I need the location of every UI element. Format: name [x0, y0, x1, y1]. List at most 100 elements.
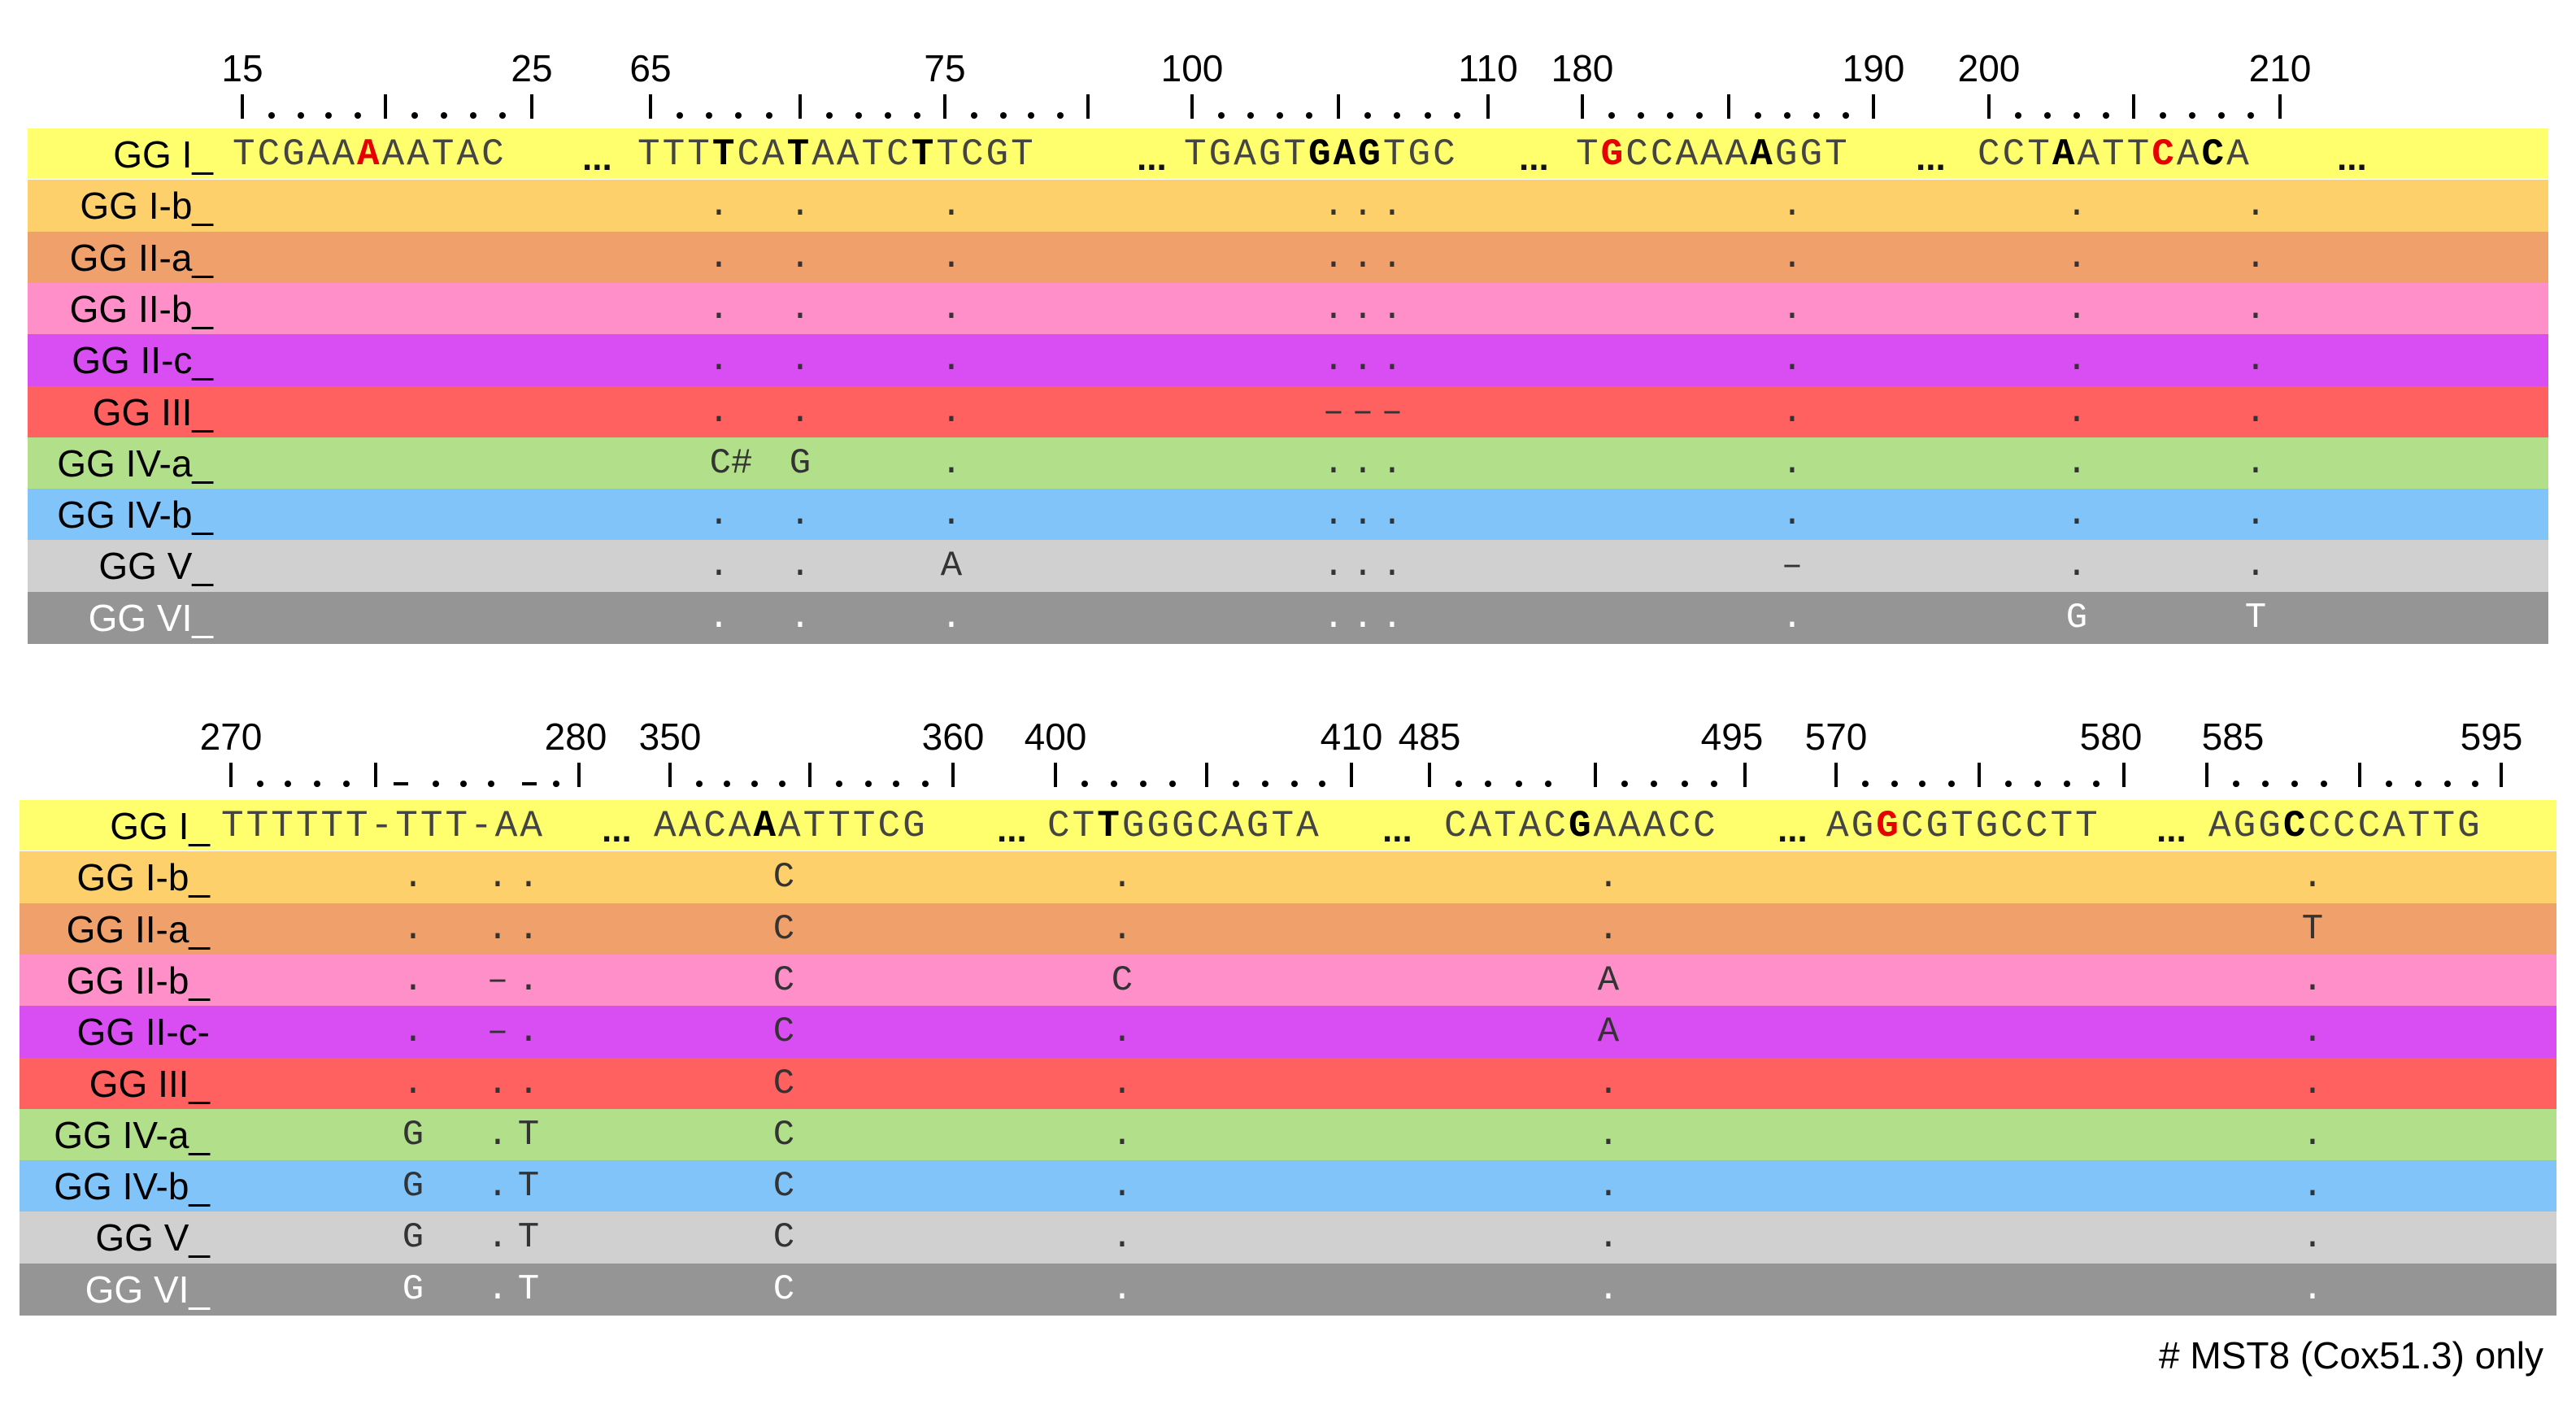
row-label: GG II-a_ [66, 907, 210, 950]
variant-cell: C [772, 1217, 795, 1259]
ruler-label: 580 [2080, 716, 2143, 758]
highlighted-base: G [1876, 805, 1901, 847]
variant-cell: . [2244, 288, 2267, 329]
variant-cell: C [772, 908, 795, 950]
highlighted-base: T [1097, 805, 1122, 847]
variant-cell: . [1597, 857, 1620, 898]
reference-sequence-segment: TGAGTGAGTGC [1184, 133, 1458, 176]
variant-cell: . [2301, 959, 2324, 1001]
genotype-row: GG II-b_......... [28, 282, 2548, 335]
ruler-label: 410 [1321, 716, 1383, 758]
variant-cell: . [2244, 391, 2267, 433]
reference-sequence-segment: TTTTCATAATCTTCGT [637, 133, 1036, 176]
variant-cell: – [486, 959, 509, 1001]
variant-cell: C [772, 1268, 795, 1310]
variant-cell: . [2065, 288, 2088, 329]
reference-row: GG I_ TTTTTT-TTT-AA AACAAATTTCG CTTGGGCAGTA… [20, 800, 2556, 850]
variant-cell: . [2065, 442, 2088, 484]
variant-cell: . [940, 237, 963, 278]
highlighted-base: T [786, 133, 812, 176]
ruler-label: 100 [1161, 47, 1224, 89]
ruler-label: 200 [1958, 47, 2021, 89]
variant-cell: . [2244, 237, 2267, 278]
ruler-label: 400 [1025, 716, 1087, 758]
variant-cell: . [789, 597, 812, 638]
variant-cell: . [1111, 1166, 1134, 1207]
highlighted-base: A [1333, 133, 1359, 176]
variant-cell: . [1351, 288, 1374, 329]
variant-cell: . [707, 546, 730, 587]
gap-ellipsis: ... [1519, 138, 1549, 178]
variant-cell: . [1597, 1166, 1620, 1207]
variant-cell: T [517, 1114, 540, 1155]
variant-cell: C [772, 1011, 795, 1053]
variant-cell: . [2301, 1114, 2324, 1155]
genotype-row: GG II-a_......... [28, 231, 2548, 284]
row-label: GG IV-b_ [54, 1165, 210, 1208]
row-label: GG II-c_ [72, 339, 213, 382]
ruler-label: 570 [1805, 716, 1868, 758]
variant-cell: . [940, 597, 963, 638]
genotype-row: GG IV-a_ C# G....... [28, 437, 2548, 489]
variant-cell: . [1381, 288, 1403, 329]
variant-cell: . [1381, 442, 1403, 484]
variant-cell: G [402, 1217, 424, 1259]
variant-cell: . [707, 597, 730, 638]
ruler-label: 75 [924, 47, 965, 89]
genotype-row: GG III_... C... [20, 1057, 2556, 1110]
row-label: GG IV-a_ [57, 442, 213, 485]
variant-cell: . [1322, 237, 1345, 278]
variant-cell: . [402, 1011, 424, 1053]
variant-cell: . [486, 1063, 509, 1104]
variant-cell: . [2065, 546, 2088, 587]
gap-ellipsis: ... [997, 810, 1027, 850]
genotype-row: GG VI_....... G T [28, 591, 2548, 644]
variant-cell: . [1351, 185, 1374, 227]
variant-cell: . [1381, 237, 1403, 278]
variant-cell: T [2301, 908, 2324, 950]
variant-cell: A [1597, 1011, 1620, 1053]
variant-cell: . [940, 442, 963, 484]
row-label: GG I-b_ [80, 185, 213, 228]
gap-ellipsis: ... [2337, 138, 2367, 178]
variant-cell: . [1111, 1268, 1134, 1310]
row-label: GG II-c- [76, 1011, 210, 1054]
variant-cell: . [1322, 546, 1345, 587]
genotype-row: GG VI_ G. T C... [20, 1263, 2556, 1316]
variant-cell: . [1322, 185, 1345, 227]
variant-cell: . [707, 288, 730, 329]
gap-ellipsis: ... [1916, 138, 1946, 178]
ruler-label: 270 [200, 716, 263, 758]
variant-cell: . [2301, 1011, 2324, 1053]
genotype-row: GG I-b_......... [28, 180, 2548, 233]
highlighted-base: A [1750, 133, 1775, 176]
variant-cell: . [1351, 546, 1374, 587]
row-label: GG IV-a_ [54, 1113, 210, 1156]
position-ruler-2: 270 280 350 360 400 410 485 495 570 580 … [0, 702, 2576, 800]
variant-cell: C [772, 1063, 795, 1104]
variant-cell: . [940, 340, 963, 381]
row-label: GG II-b_ [66, 959, 210, 1002]
variant-cell: . [1781, 391, 1804, 433]
row-label: GG III_ [92, 390, 213, 433]
ruler-label: 210 [2249, 47, 2312, 89]
reference-sequence-segment: CATACGAAACC [1444, 805, 1718, 847]
variant-cell: G [402, 1114, 424, 1155]
variant-cell: – [1351, 391, 1374, 433]
variant-cell: C [772, 1114, 795, 1155]
genotype-row: GG II-c_......... [28, 334, 2548, 387]
variant-cell: . [940, 288, 963, 329]
reference-sequence-segment: CCTAATTCACA [1978, 133, 2252, 176]
ruler-label: 110 [1458, 47, 1517, 89]
highlighted-base: T [711, 133, 738, 176]
genotype-row: GG III_... – – –... [28, 385, 2548, 438]
reference-sequence-segment: TGCCAAAAGGT [1576, 133, 1850, 176]
variant-cell: . [1781, 237, 1804, 278]
variant-cell: . [1111, 1011, 1134, 1053]
gap-ellipsis: ... [2156, 810, 2187, 850]
variant-cell: . [1322, 442, 1345, 484]
variant-cell: . [1381, 340, 1403, 381]
variant-cell: A [940, 546, 963, 587]
variant-cell: . [2065, 237, 2088, 278]
variant-cell: . [1597, 908, 1620, 950]
